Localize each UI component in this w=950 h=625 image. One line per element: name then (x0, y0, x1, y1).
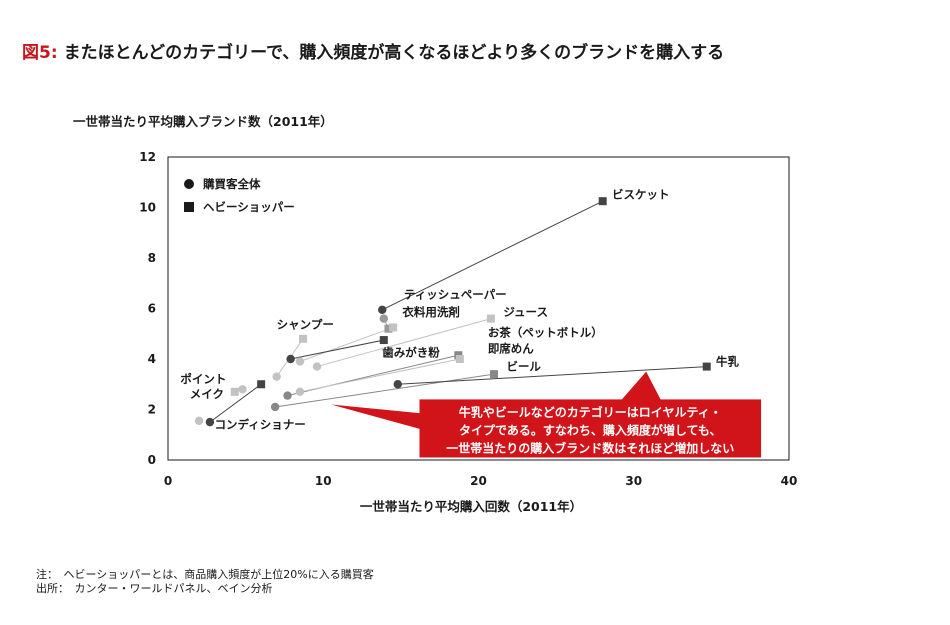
category-label: ポイント (180, 372, 226, 386)
legend-entry: ヘビーショッパー (203, 200, 295, 214)
category-label: ビスケット (612, 188, 670, 202)
all-buyers-point (312, 362, 322, 371)
category-connector (382, 200, 603, 311)
heavy-shopper-point (486, 314, 495, 323)
all-buyers-point (238, 385, 247, 394)
category-label: 衣料用洗剤 (402, 305, 460, 319)
x-tick-label: 40 (781, 474, 798, 488)
legend-circle-marker (184, 179, 194, 189)
heavy-shopper-point (490, 370, 499, 379)
all-buyers-point (194, 416, 204, 426)
all-buyers-point (393, 380, 402, 389)
x-tick-label: 20 (470, 474, 487, 488)
plot-frame (167, 156, 790, 461)
category-connector (316, 318, 492, 368)
category-label: 即席めん (488, 342, 534, 356)
heavy-shopper-point (384, 324, 393, 333)
category-label: 牛乳 (716, 354, 739, 368)
callout-text-line: 牛乳やビールなどのカテゴリーはロイヤルティ・ (459, 404, 722, 419)
category-connector (209, 383, 262, 423)
footnote-definition: 注： ヘビーショッパーとは、商品購入頻度が上位20%に入る購買客 (36, 568, 374, 581)
heavy-shopper-point (257, 380, 266, 389)
x-tick-label: 0 (164, 474, 172, 488)
category-label: お茶（ペットボトル） (488, 325, 603, 339)
all-buyers-point (295, 357, 305, 366)
category-label: ビール (506, 359, 541, 373)
heavy-shopper-point (379, 336, 388, 345)
y-tick-label: 12 (139, 150, 156, 164)
all-buyers-point (272, 372, 281, 381)
legend-square-marker (184, 202, 194, 212)
x-tick-label: 10 (315, 474, 332, 488)
legend-entry: 購買客全体 (202, 177, 261, 191)
y-tick-label: 2 (148, 403, 156, 417)
heavy-shopper-point (299, 334, 308, 343)
category-connector (299, 358, 460, 393)
callout-pointer (331, 404, 422, 430)
category-label: コンディショナー (215, 417, 306, 431)
y-tick-label: 6 (148, 302, 156, 316)
figure-title-text: またほとんどのカテゴリーで、購入頻度が高くなるほどより多くのブランドを購入する (63, 43, 725, 63)
y-tick-label: 8 (148, 251, 156, 265)
all-buyers-point (295, 387, 305, 397)
category-connector (290, 339, 384, 360)
heavy-shopper-point (455, 355, 464, 363)
heavy-shopper-point (230, 387, 239, 396)
category-connector (299, 326, 394, 362)
scatter-chart: 一世帯当たり平均購入ブランド数（2011年） 一世帯当たり平均購入回数（2011… (73, 114, 798, 514)
figure-title: 図5: またほとんどのカテゴリーで、購入頻度が高くなるほどより多くのブランドを購入… (22, 38, 724, 63)
category-label: ジュース (503, 305, 548, 319)
heavy-shopper-point (702, 362, 711, 371)
footnote-source: 出所： カンター・ワールドパネル、ベイン分析 (36, 582, 273, 595)
y-tick-label: 4 (148, 352, 156, 366)
x-tick-label: 30 (625, 474, 642, 488)
all-buyers-point (286, 354, 295, 364)
y-tick-label: 0 (148, 453, 156, 467)
heavy-shopper-point (389, 323, 398, 332)
all-buyers-point (205, 417, 215, 427)
y-tick-label: 10 (139, 201, 156, 215)
all-buyers-point (270, 402, 280, 412)
callout-pointer-right (621, 371, 662, 401)
y-axis-label: 一世帯当たり平均購入ブランド数（2011年） (73, 114, 333, 129)
all-buyers-point (379, 314, 388, 323)
all-buyers-point (378, 305, 387, 314)
x-axis-label: 一世帯当たり平均購入回数（2011年） (360, 499, 582, 514)
category-label: 歯みがき粉 (382, 345, 440, 359)
category-label: メイク (190, 387, 224, 401)
category-connector (275, 373, 495, 408)
category-connector (397, 366, 707, 385)
heavy-shopper-point (598, 197, 607, 206)
callout-box (419, 399, 762, 458)
callout-text-line: 一世帯当たりの購入ブランド数はそれほど増加しない (446, 440, 734, 455)
callout-text-line: タイプである。すなわち、購入頻度が増しても、 (459, 422, 722, 437)
category-label: ティッシュペーパー (404, 287, 507, 301)
category-label: シャンプー (277, 318, 334, 332)
figure-label: 図5: (22, 43, 58, 63)
all-buyers-point (283, 391, 292, 400)
